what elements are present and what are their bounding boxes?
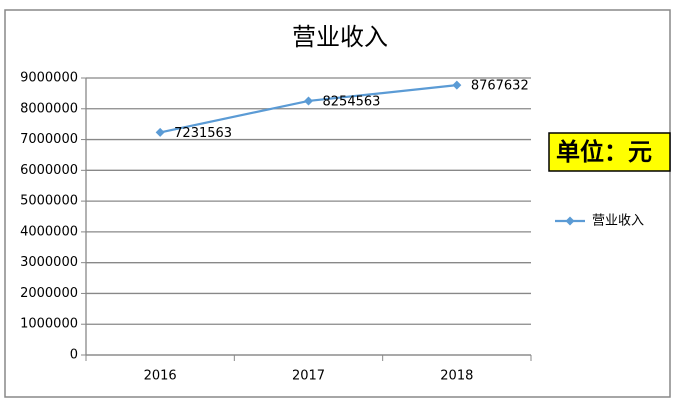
y-tick-label: 1000000 [20,317,78,332]
y-tick-label: 9000000 [20,71,78,86]
chart-border [4,9,671,398]
annotation-box [548,132,671,172]
y-tick-label: 6000000 [20,163,78,178]
data-label: 8767632 [471,79,529,94]
y-tick-label: 8000000 [20,101,78,116]
chart-title: 营业收入 [292,23,388,51]
y-tick-label: 4000000 [20,224,78,239]
data-point [155,127,165,137]
data-point [304,96,313,106]
y-tick-label: 3000000 [20,255,78,270]
y-tick-label: 7000000 [20,132,78,147]
data-label: 7231563 [174,126,232,141]
y-tick-label: 5000000 [20,194,78,209]
y-tick-label: 0 [70,348,78,363]
data-label: 8254563 [323,94,381,109]
data-point [452,80,462,90]
legend-marker [565,216,575,226]
annotation: 单位：元 [556,138,652,166]
x-tick-label: 2018 [440,369,473,384]
y-tick-label: 2000000 [20,286,78,301]
x-tick-label: 2016 [144,369,177,384]
x-tick-label: 2017 [292,369,325,384]
legend-label: 营业收入 [592,214,644,229]
